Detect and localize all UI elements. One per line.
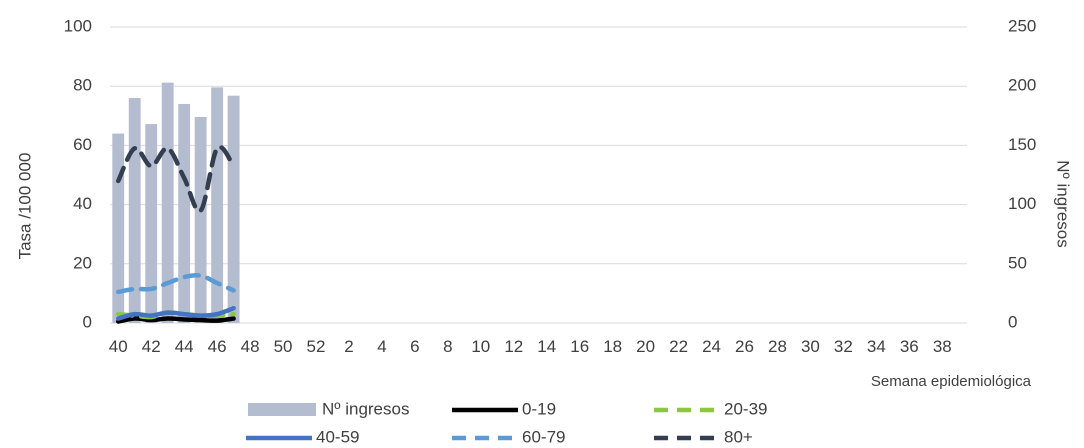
y-right-tick-label: 200 <box>1008 76 1036 95</box>
y-right-tick-label: 150 <box>1008 135 1036 154</box>
y-right-axis-title: Nº ingresos <box>1054 160 1073 247</box>
gridlines <box>110 26 967 324</box>
x-tick-label: 30 <box>801 337 820 356</box>
x-tick-label: 10 <box>471 337 490 356</box>
y-left-tick-label: 60 <box>73 135 92 154</box>
y-left-tick-label: 0 <box>83 312 92 331</box>
legend-label: 80+ <box>724 427 753 446</box>
x-tick-label: 4 <box>377 337 386 356</box>
x-tick-label: 36 <box>900 337 919 356</box>
series-line-0-19 <box>115 316 236 324</box>
y-right-tick-label: 50 <box>1008 253 1027 272</box>
x-tick-label: 42 <box>142 337 161 356</box>
x-tick-label: 52 <box>307 337 326 356</box>
bar <box>128 98 141 323</box>
y-left-tick-label: 40 <box>73 194 92 213</box>
bar <box>178 103 191 324</box>
x-tick-label: 34 <box>867 337 886 356</box>
x-tick-label: 12 <box>504 337 523 356</box>
legend-swatch-bar <box>248 403 316 416</box>
right-axis: 0 50 100 150 200 250 <box>1008 16 1036 331</box>
x-tick-label: 22 <box>669 337 688 356</box>
y-right-tick-label: 250 <box>1008 16 1036 35</box>
y-left-tick-label: 20 <box>73 253 92 272</box>
x-tick-label: 40 <box>109 337 128 356</box>
series-line-80+ <box>115 144 236 214</box>
x-tick-label: 44 <box>175 337 194 356</box>
x-tick-label: 46 <box>208 337 227 356</box>
legend: Nº ingresos 0-19 20-39 40-59 60-79 80+ <box>246 399 767 446</box>
x-tick-label: 26 <box>735 337 754 356</box>
bar <box>112 133 125 323</box>
y-right-tick-label: 100 <box>1008 194 1036 213</box>
bar <box>145 124 158 323</box>
x-tick-label: 6 <box>410 337 419 356</box>
x-tick-label: 20 <box>636 337 655 356</box>
series-line-40-59 <box>115 305 236 321</box>
x-tick-label: 16 <box>570 337 589 356</box>
x-tick-label: 38 <box>933 337 952 356</box>
bar <box>161 82 174 323</box>
left-axis: 0 20 40 60 80 100 <box>64 16 92 331</box>
legend-label: 0-19 <box>522 399 556 418</box>
x-tick-label: 50 <box>274 337 293 356</box>
x-axis-title: Semana epidemiológica <box>871 373 1032 390</box>
y-left-tick-label: 80 <box>73 76 92 95</box>
bar <box>211 87 224 323</box>
legend-label: Nº ingresos <box>322 399 409 418</box>
x-tick-label: 32 <box>834 337 853 356</box>
y-right-tick-label: 0 <box>1008 312 1017 331</box>
series-line-60-79 <box>115 273 236 295</box>
bars <box>112 82 240 324</box>
x-tick-label: 28 <box>768 337 787 356</box>
legend-label: 20-39 <box>724 399 767 418</box>
x-tick-label: 2 <box>344 337 353 356</box>
series-lines <box>115 144 236 324</box>
legend-label: 60-79 <box>522 427 565 446</box>
y-left-axis-title: Tasa /100 000 <box>15 153 34 260</box>
x-tick-label: 48 <box>241 337 260 356</box>
bar <box>227 95 240 323</box>
bar <box>194 116 207 323</box>
x-tick-label: 8 <box>443 337 452 356</box>
x-tick-label: 18 <box>603 337 622 356</box>
x-tick-label: 14 <box>537 337 556 356</box>
legend-label: 40-59 <box>316 427 359 446</box>
x-tick-label: 24 <box>702 337 721 356</box>
y-left-tick-label: 100 <box>64 16 92 35</box>
x-axis: 40 42 44 46 48 50 52 2 4 6 8 10 12 14 16 18 20 22 24 26 28 30… <box>109 337 952 356</box>
